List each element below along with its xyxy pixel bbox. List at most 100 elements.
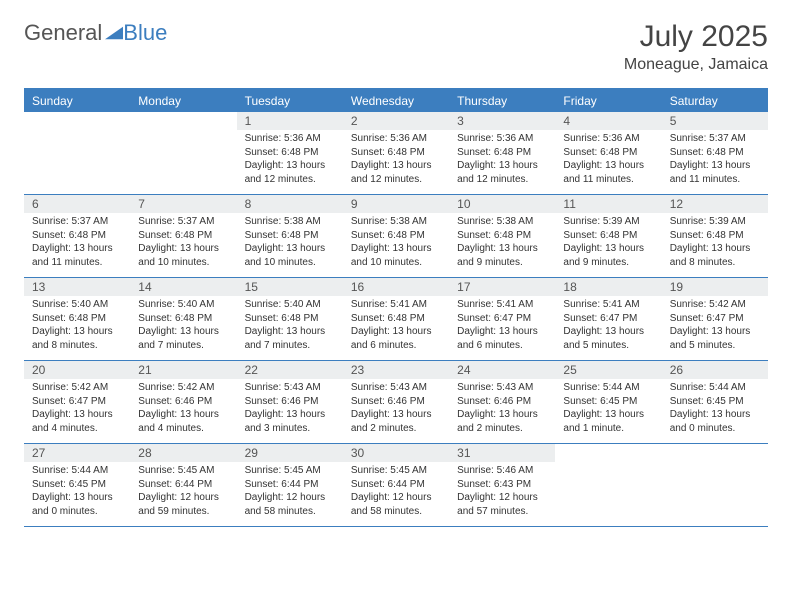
sunset-line: Sunset: 6:48 PM <box>563 229 653 243</box>
daylight-line: Daylight: 13 hours and 2 minutes. <box>351 408 441 435</box>
day-details: Sunrise: 5:41 AMSunset: 6:48 PMDaylight:… <box>343 296 449 356</box>
day-number: 31 <box>449 444 555 462</box>
calendar-cell: 23Sunrise: 5:43 AMSunset: 6:46 PMDayligh… <box>343 361 449 443</box>
sunset-line: Sunset: 6:46 PM <box>351 395 441 409</box>
day-details: Sunrise: 5:36 AMSunset: 6:48 PMDaylight:… <box>343 130 449 190</box>
day-details: Sunrise: 5:37 AMSunset: 6:48 PMDaylight:… <box>24 213 130 273</box>
sunrise-line: Sunrise: 5:39 AM <box>563 215 653 229</box>
calendar-cell: 3Sunrise: 5:36 AMSunset: 6:48 PMDaylight… <box>449 112 555 194</box>
sunrise-line: Sunrise: 5:43 AM <box>245 381 335 395</box>
calendar-cell: 30 Sunrise: 5:45 AMSunset: 6:44 PMDayligh… <box>343 444 449 526</box>
calendar-cell <box>130 112 236 194</box>
calendar-cell: 22Sunrise: 5:43 AMSunset: 6:46 PMDayligh… <box>237 361 343 443</box>
sunrise-line: Sunrise: 5:45 AM <box>138 464 228 478</box>
sunset-line: Sunset: 6:48 PM <box>563 146 653 160</box>
day-number: 13 <box>24 278 130 296</box>
sunrise-line: Sunrise: 5:37 AM <box>670 132 760 146</box>
day-number: 4 <box>555 112 661 130</box>
sunset-line: Sunset: 6:48 PM <box>245 229 335 243</box>
day-details: Sunrise: 5:41 AMSunset: 6:47 PMDaylight:… <box>449 296 555 356</box>
day-details: Sunrise: 5:45 AMSunset: 6:44 PMDaylight:… <box>130 462 236 522</box>
calendar-cell: 11Sunrise: 5:39 AMSunset: 6:48 PMDayligh… <box>555 195 661 277</box>
day-details: Sunrise: 5:37 AMSunset: 6:48 PMDaylight:… <box>130 213 236 273</box>
day-number: 9 <box>343 195 449 213</box>
calendar-cell: 13Sunrise: 5:40 AMSunset: 6:48 PMDayligh… <box>24 278 130 360</box>
calendar-cell <box>555 444 661 526</box>
sunset-line: Sunset: 6:44 PM <box>245 478 335 492</box>
day-details: Sunrise: 5:42 AMSunset: 6:47 PMDaylight:… <box>662 296 768 356</box>
calendar-week: 27 Sunrise: 5:44 AMSunset: 6:45 PM Dayligh… <box>24 444 768 527</box>
dayhead-wed: Wednesday <box>343 90 449 112</box>
sunrise-line: Sunrise: 5:42 AM <box>138 381 228 395</box>
title-block: July 2025 Moneague, Jamaica <box>624 20 768 74</box>
day-number: 10 <box>449 195 555 213</box>
day-details: Sunrise: 5:36 AMSunset: 6:48 PMDaylight:… <box>449 130 555 190</box>
day-details: Sunrise: 5:41 AMSunset: 6:47 PMDaylight:… <box>555 296 661 356</box>
sunset-line: Sunset: 6:48 PM <box>457 146 547 160</box>
sunset-line: Sunset: 6:46 PM <box>457 395 547 409</box>
sunset-line: Sunset: 6:45 PM <box>670 395 760 409</box>
calendar-week: 20Sunrise: 5:42 AMSunset: 6:47 PMDayligh… <box>24 361 768 444</box>
day-details: Sunrise: 5:36 AMSunset: 6:48 PMDaylight:… <box>555 130 661 190</box>
calendar-cell: 21Sunrise: 5:42 AMSunset: 6:46 PMDayligh… <box>130 361 236 443</box>
sunrise-line: Sunrise: 5:38 AM <box>351 215 441 229</box>
daylight-line: Daylight: 13 hours and 8 minutes. <box>670 242 760 269</box>
calendar-cell: 24Sunrise: 5:43 AMSunset: 6:46 PMDayligh… <box>449 361 555 443</box>
sunset-line: Sunset: 6:46 PM <box>138 395 228 409</box>
day-details: Sunrise: 5:43 AMSunset: 6:46 PMDaylight:… <box>343 379 449 439</box>
day-number: 29 <box>237 444 343 462</box>
calendar-cell: 28Sunrise: 5:45 AMSunset: 6:44 PMDayligh… <box>130 444 236 526</box>
day-number: 23 <box>343 361 449 379</box>
day-details: Sunrise: 5:38 AMSunset: 6:48 PMDaylight:… <box>237 213 343 273</box>
calendar-cell <box>24 112 130 194</box>
sunset-line: Sunset: 6:43 PM <box>457 478 547 492</box>
day-details: Sunrise: 5:40 AMSunset: 6:48 PMDaylight:… <box>24 296 130 356</box>
header: General Blue July 2025 Moneague, Jamaica <box>24 20 768 74</box>
sunset-line: Sunset: 6:45 PM <box>32 478 122 492</box>
logo-triangle-icon <box>105 26 123 40</box>
daylight-line: Daylight: 13 hours and 9 minutes. <box>563 242 653 269</box>
calendar-cell: 8Sunrise: 5:38 AMSunset: 6:48 PMDaylight… <box>237 195 343 277</box>
sunset-line: Sunset: 6:48 PM <box>138 312 228 326</box>
calendar-cell: 19Sunrise: 5:42 AMSunset: 6:47 PMDayligh… <box>662 278 768 360</box>
day-number: 20 <box>24 361 130 379</box>
day-number: 30 <box>343 444 449 462</box>
sunrise-line: Sunrise: 5:40 AM <box>138 298 228 312</box>
day-number: 12 <box>662 195 768 213</box>
calendar-week: 6Sunrise: 5:37 AMSunset: 6:48 PMDaylight… <box>24 195 768 278</box>
day-number: 3 <box>449 112 555 130</box>
daylight-line: Daylight: 12 hours and 58 minutes. <box>351 491 441 518</box>
day-number: 28 <box>130 444 236 462</box>
calendar-cell: 27Sunrise: 5:44 AMSunset: 6:45 PMDayligh… <box>24 444 130 526</box>
sunrise-line: Sunrise: 5:40 AM <box>32 298 122 312</box>
daylight-line: Daylight: 13 hours and 7 minutes. <box>245 325 335 352</box>
day-details: Sunrise: 5:40 AMSunset: 6:48 PMDaylight:… <box>237 296 343 356</box>
day-details: Sunrise: 5:46 AMSunset: 6:43 PMDaylight:… <box>449 462 555 522</box>
sunset-line: Sunset: 6:48 PM <box>670 229 760 243</box>
day-number: 16 <box>343 278 449 296</box>
day-details: Sunrise: 5:45 AMSunset: 6:44 PMDaylight:… <box>237 462 343 522</box>
day-number: 15 <box>237 278 343 296</box>
sunrise-line: Sunrise: 5:37 AM <box>32 215 122 229</box>
dayhead-tue: Tuesday <box>237 90 343 112</box>
calendar-cell: 14Sunrise: 5:40 AMSunset: 6:48 PMDayligh… <box>130 278 236 360</box>
day-number: 27 <box>24 444 130 462</box>
day-details: Sunrise: 5:39 AMSunset: 6:48 PMDaylight:… <box>555 213 661 273</box>
sunrise-line: Sunrise: 5:45 AM <box>351 464 441 478</box>
day-details: Sunrise: 5:44 AMSunset: 6:45 PMDaylight:… <box>555 379 661 439</box>
day-number: 26 <box>662 361 768 379</box>
sunset-line: Sunset: 6:44 PM <box>351 478 441 492</box>
daylight-line: Daylight: 12 hours and 59 minutes. <box>138 491 228 518</box>
day-number: 17 <box>449 278 555 296</box>
logo-text-1: General <box>24 20 102 46</box>
daylight-line: Daylight: 13 hours and 10 minutes. <box>351 242 441 269</box>
sunset-line: Sunset: 6:48 PM <box>138 229 228 243</box>
calendar-week: 13Sunrise: 5:40 AMSunset: 6:48 PMDayligh… <box>24 278 768 361</box>
sunrise-line: Sunrise: 5:44 AM <box>32 464 122 478</box>
daylight-line: Daylight: 13 hours and 5 minutes. <box>670 325 760 352</box>
daylight-line: Daylight: 13 hours and 12 minutes. <box>457 159 547 186</box>
sunset-line: Sunset: 6:47 PM <box>457 312 547 326</box>
sunset-line: Sunset: 6:48 PM <box>351 312 441 326</box>
sunrise-line: Sunrise: 5:41 AM <box>351 298 441 312</box>
calendar-week: 1Sunrise: 5:36 AMSunset: 6:48 PMDaylight… <box>24 112 768 195</box>
